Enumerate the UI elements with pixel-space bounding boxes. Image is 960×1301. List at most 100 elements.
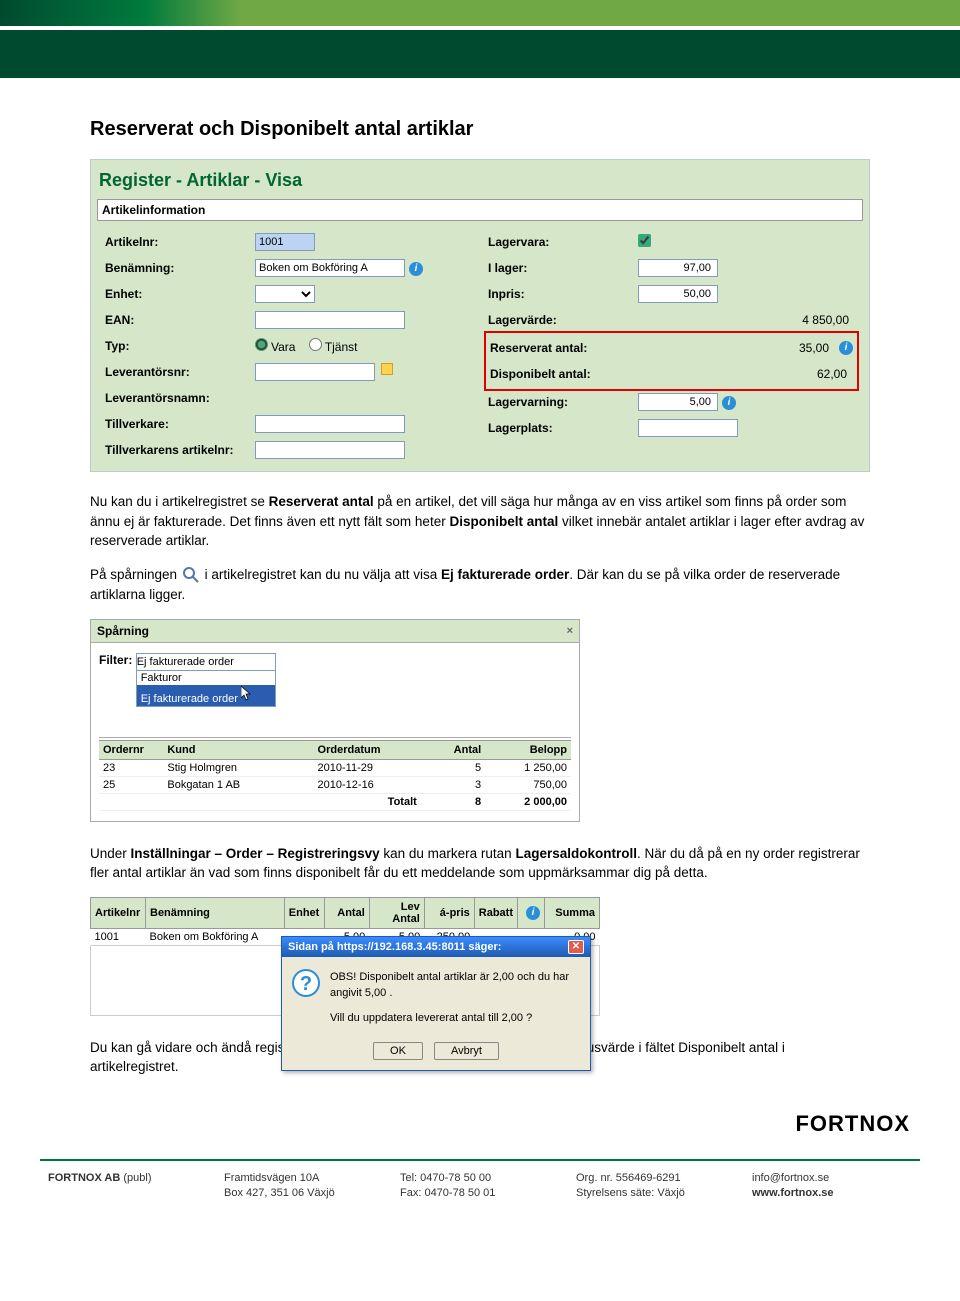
- text-bold: Lagersaldokontroll: [515, 846, 637, 861]
- cell: Stig Holmgren: [163, 759, 313, 776]
- cell: Bokgatan 1 AB: [163, 776, 313, 793]
- text-bold: Inställningar – Order – Registreringsvy: [131, 846, 380, 861]
- text: Nu kan du i artikelregistret se: [90, 494, 269, 509]
- magnifier-icon: [181, 565, 201, 585]
- table-row[interactable]: 25 Bokgatan 1 AB 2010-12-16 3 750,00: [99, 776, 571, 793]
- value-lagervarde: 4 850,00: [638, 313, 855, 327]
- cell: 3: [421, 776, 485, 793]
- input-artikelnr[interactable]: [255, 233, 315, 251]
- cell: 2010-12-16: [314, 776, 421, 793]
- total-antal: 8: [421, 793, 485, 810]
- input-lagervarning[interactable]: [638, 393, 718, 411]
- question-icon: ?: [292, 969, 320, 997]
- footer-col-tel: Tel: 0470-78 50 00 Fax: 0470-78 50 01: [392, 1171, 568, 1202]
- filter-option-selected[interactable]: Ej fakturerade order: [137, 685, 275, 706]
- filter-option-text: Ej fakturerade order: [141, 693, 238, 705]
- page-title: Reserverat och Disponibelt antal artikla…: [90, 118, 870, 141]
- col: á-pris: [424, 897, 474, 928]
- order-table-panel: Artikelnr Benämning Enhet Antal Lev Anta…: [90, 897, 600, 1016]
- cell: 750,00: [485, 776, 571, 793]
- footer-logo-row: FORTNOX: [0, 1111, 960, 1137]
- label-disponibelt: Disponibelt antal:: [490, 367, 640, 381]
- dialog-close-button[interactable]: ✕: [568, 940, 584, 954]
- input-ilager[interactable]: [638, 259, 718, 277]
- footer-publ: (publ): [120, 1172, 151, 1184]
- input-leverantorsnr[interactable]: [255, 363, 375, 381]
- label-typ: Typ:: [105, 339, 255, 353]
- info-icon[interactable]: i: [722, 396, 736, 410]
- lookup-icon[interactable]: [381, 363, 393, 375]
- section-artikelinformation: Artikelinformation: [97, 199, 863, 221]
- paragraph-2: På spårningen i artikelregistret kan du …: [90, 565, 870, 605]
- form-grid: Artikelnr: Benämning: i Enhet: EAN: Typ:: [97, 227, 863, 465]
- label-leverantorsnamn: Leverantörsnamn:: [105, 391, 255, 405]
- text: kan du markera rutan: [380, 846, 516, 861]
- cell: 2010-11-29: [314, 759, 421, 776]
- col-antal: Antal: [421, 740, 485, 759]
- text: På spårningen: [90, 567, 181, 582]
- text-bold: Disponibelt antal: [449, 514, 558, 529]
- col: Summa: [545, 897, 600, 928]
- footer-email: info@fortnox.se: [752, 1171, 912, 1186]
- ok-button[interactable]: OK: [373, 1042, 423, 1060]
- radio-vara[interactable]: [255, 338, 268, 351]
- cancel-button[interactable]: Avbryt: [434, 1042, 499, 1060]
- filter-select[interactable]: [136, 653, 276, 671]
- input-lagerplats[interactable]: [638, 419, 738, 437]
- info-icon[interactable]: i: [526, 906, 540, 920]
- highlighted-reserved-box: Reserverat antal: 35,00 i Disponibelt an…: [484, 331, 859, 391]
- dialog-message: OBS! Disponibelt antal artiklar är 2,00 …: [330, 969, 580, 1027]
- col: Lev Antal: [369, 897, 424, 928]
- label-reserverat: Reserverat antal:: [490, 341, 640, 355]
- input-tillverkarens-artikelnr[interactable]: [255, 441, 405, 459]
- col-kund: Kund: [163, 740, 313, 759]
- table-total-row: Totalt 8 2 000,00: [99, 793, 571, 810]
- col: Enhet: [284, 897, 324, 928]
- label-benamning: Benämning:: [105, 261, 255, 275]
- col: Benämning: [146, 897, 285, 928]
- checkbox-lagervara[interactable]: [638, 234, 651, 247]
- radio-vara-label[interactable]: Vara: [255, 340, 295, 354]
- input-inpris[interactable]: [638, 285, 718, 303]
- label-lagerplats: Lagerplats:: [488, 421, 638, 435]
- page-footer: FORTNOX AB (publ) Framtidsvägen 10A Box …: [40, 1159, 920, 1212]
- close-icon[interactable]: ×: [567, 625, 573, 637]
- col-ordernr: Ordernr: [99, 740, 163, 759]
- cell: Boken om Bokföring A: [146, 928, 285, 945]
- cell: 25: [99, 776, 163, 793]
- cell: 1001: [91, 928, 146, 945]
- label-inpris: Inpris:: [488, 287, 638, 301]
- info-icon[interactable]: i: [839, 341, 853, 355]
- input-ean[interactable]: [255, 311, 405, 329]
- input-tillverkare[interactable]: [255, 415, 405, 433]
- select-enhet[interactable]: [255, 285, 315, 303]
- table-row[interactable]: 23 Stig Holmgren 2010-11-29 5 1 250,00: [99, 759, 571, 776]
- footer-col-links: info@fortnox.se www.fortnox.se: [744, 1171, 920, 1202]
- text: Under: [90, 846, 131, 861]
- form-right-col: Lagervara: I lager: Inpris: Lagervärde: …: [480, 227, 863, 465]
- register-panel: Register - Artiklar - Visa Artikelinform…: [90, 159, 870, 472]
- footer-sate: Styrelsens säte: Växjö: [576, 1186, 736, 1201]
- footer-company: FORTNOX AB: [48, 1172, 120, 1184]
- sparning-header: Spårning ×: [91, 620, 579, 643]
- footer-col-addr: Framtidsvägen 10A Box 427, 351 06 Växjö: [216, 1171, 392, 1202]
- filter-row: Filter: Fakturor Ej fakturerade order: [99, 653, 571, 707]
- radio-vara-text: Vara: [271, 340, 295, 354]
- filter-option[interactable]: Fakturor: [137, 671, 275, 685]
- label-enhet: Enhet:: [105, 287, 255, 301]
- value-disponibelt: 62,00: [640, 367, 853, 381]
- footer-col-company: FORTNOX AB (publ): [40, 1171, 216, 1202]
- text: i artikelregistret kan du nu välja att v…: [205, 567, 441, 582]
- cursor-icon: [241, 686, 253, 702]
- radio-tjanst[interactable]: [309, 338, 322, 351]
- label-leverantorsnr: Leverantörsnr:: [105, 365, 255, 379]
- footer-org: Org. nr. 556469-6291: [576, 1171, 736, 1186]
- filter-dropdown-open: Fakturor Ej fakturerade order: [136, 670, 276, 707]
- label-artikelnr: Artikelnr:: [105, 235, 255, 249]
- col: Rabatt: [474, 897, 517, 928]
- radio-tjanst-label[interactable]: Tjänst: [309, 340, 358, 354]
- info-icon[interactable]: i: [409, 262, 423, 276]
- input-benamning[interactable]: [255, 259, 405, 277]
- cell: 1 250,00: [485, 759, 571, 776]
- cell: 23: [99, 759, 163, 776]
